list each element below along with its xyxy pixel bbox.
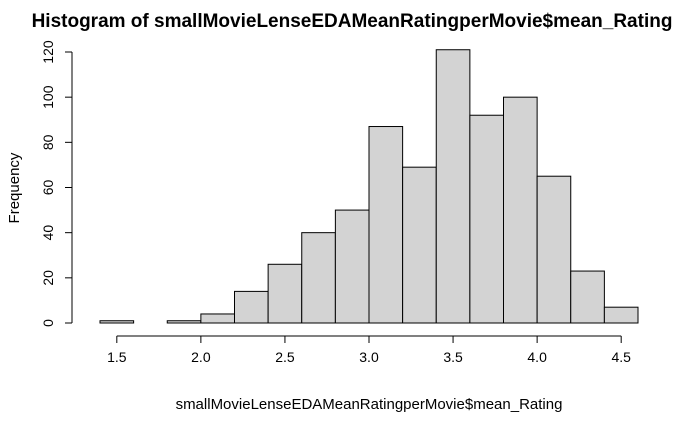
- x-axis: 1.5 2.0 2.5 3.0 3.5 4.0 4.5: [107, 335, 631, 365]
- x-tick-label: 4.5: [611, 349, 631, 365]
- y-axis: 0 20 40 60 80 100 120: [40, 40, 73, 327]
- y-tick-label: 0: [40, 319, 56, 327]
- histogram-bar-2: [166, 320, 202, 324]
- y-tick-label: 20: [40, 270, 56, 286]
- histogram-bar-0: [99, 320, 135, 324]
- y-axis-label: Frequency: [6, 152, 23, 223]
- histogram-bar-6: [301, 232, 336, 324]
- histogram-bar-3: [200, 313, 235, 324]
- chart-title: Histogram of smallMovieLenseEDAMeanRatin…: [32, 11, 673, 32]
- y-tick-label: 80: [40, 134, 56, 150]
- x-tick-label: 2.5: [275, 349, 295, 365]
- histogram-bar-14: [570, 270, 605, 324]
- histogram-bar-15: [603, 306, 639, 324]
- y-tick-label: 120: [40, 40, 56, 64]
- x-tick-label: 3.0: [359, 349, 379, 365]
- x-tick-label: 3.5: [443, 349, 463, 365]
- histogram-bar-7: [334, 209, 370, 324]
- y-tick-label: 60: [40, 180, 56, 196]
- x-tick-label: 4.0: [527, 349, 547, 365]
- y-tick-label: 40: [40, 225, 56, 241]
- histogram-bar-5: [267, 263, 303, 324]
- x-tick-label: 2.0: [191, 349, 211, 365]
- histogram-bar-13: [536, 175, 572, 324]
- x-axis-label: smallMovieLenseEDAMeanRatingperMovie$mea…: [176, 396, 563, 413]
- y-tick-label: 100: [40, 85, 56, 109]
- histogram-bar-11: [469, 114, 504, 324]
- histogram-bar-9: [402, 166, 437, 324]
- bars-group: [99, 49, 639, 324]
- histogram-bar-8: [368, 126, 404, 324]
- histogram-bar-4: [234, 290, 269, 324]
- x-tick-label: 1.5: [107, 349, 127, 365]
- histogram-bar-10: [435, 49, 471, 324]
- histogram-bar-12: [503, 96, 538, 324]
